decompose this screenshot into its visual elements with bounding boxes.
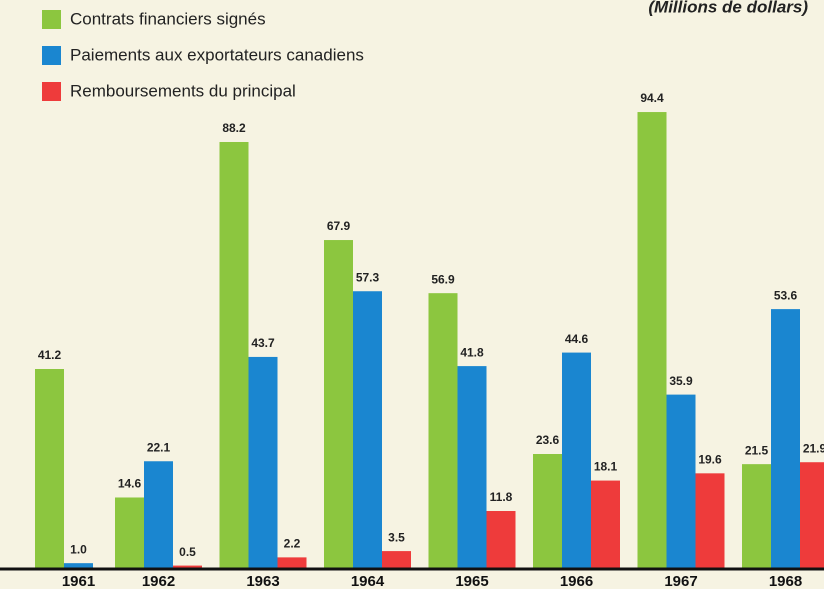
value-label: 18.1: [594, 460, 618, 474]
bar: [115, 497, 144, 568]
bar: [219, 141, 249, 568]
legend-swatch: [42, 10, 61, 29]
legend-label: Paiements aux exportateurs canadiens: [70, 45, 364, 64]
bar: [144, 461, 173, 568]
bar: [666, 394, 696, 568]
value-label: 53.6: [774, 288, 798, 302]
value-label: 14.6: [118, 477, 142, 491]
value-label: 19.6: [698, 453, 722, 467]
value-label: 11.8: [490, 490, 513, 504]
bar: [457, 366, 487, 568]
value-label: 2.2: [284, 537, 301, 551]
x-tick-label: 1963: [246, 573, 279, 589]
x-tick-label: 1964: [351, 573, 385, 589]
value-label: 56.9: [431, 272, 455, 286]
x-tick-label: 1965: [455, 573, 488, 589]
bar: [695, 473, 725, 568]
x-tick-label: 1961: [62, 573, 95, 589]
bar: [382, 551, 411, 568]
bar: [486, 511, 516, 568]
bar: [173, 565, 202, 568]
bar: [277, 557, 307, 568]
value-label: 88.2: [222, 121, 246, 135]
bar: [353, 291, 382, 568]
value-label: 43.7: [251, 336, 275, 350]
legend-label: Remboursements du principal: [70, 81, 296, 100]
value-label: 67.9: [327, 219, 351, 233]
value-label: 23.6: [536, 433, 560, 447]
value-label: 21.5: [745, 443, 769, 457]
value-label: 94.4: [640, 91, 664, 105]
value-label: 0.5: [179, 545, 196, 559]
bar: [248, 356, 278, 568]
x-tick-label: 1966: [560, 573, 593, 589]
value-label: 41.8: [460, 345, 484, 359]
bar: [800, 462, 824, 568]
bar: [324, 240, 353, 568]
value-label: 41.2: [38, 348, 62, 362]
value-label: 35.9: [669, 374, 693, 388]
value-label: 1.0: [70, 542, 87, 556]
bar: [533, 454, 562, 568]
bar: [35, 369, 64, 568]
x-tick-label: 1962: [142, 573, 175, 589]
bar: [64, 563, 93, 568]
bar: [637, 112, 667, 568]
chart-subtitle: (Millions de dollars): [648, 0, 808, 16]
bar: [771, 309, 800, 568]
value-label: 22.1: [147, 440, 171, 454]
x-tick-label: 1968: [769, 573, 802, 589]
legend-swatch: [42, 46, 61, 65]
bar: [562, 352, 591, 568]
legend-swatch: [42, 82, 61, 101]
legend-label: Contrats financiers signés: [70, 9, 266, 28]
bar: [742, 464, 771, 568]
value-label: 21.9: [803, 441, 824, 455]
bar: [428, 293, 458, 568]
bar: [591, 480, 620, 568]
x-tick-label: 1967: [664, 573, 697, 589]
value-label: 57.3: [356, 270, 380, 284]
value-label: 44.6: [565, 332, 589, 346]
value-label: 3.5: [388, 530, 405, 544]
